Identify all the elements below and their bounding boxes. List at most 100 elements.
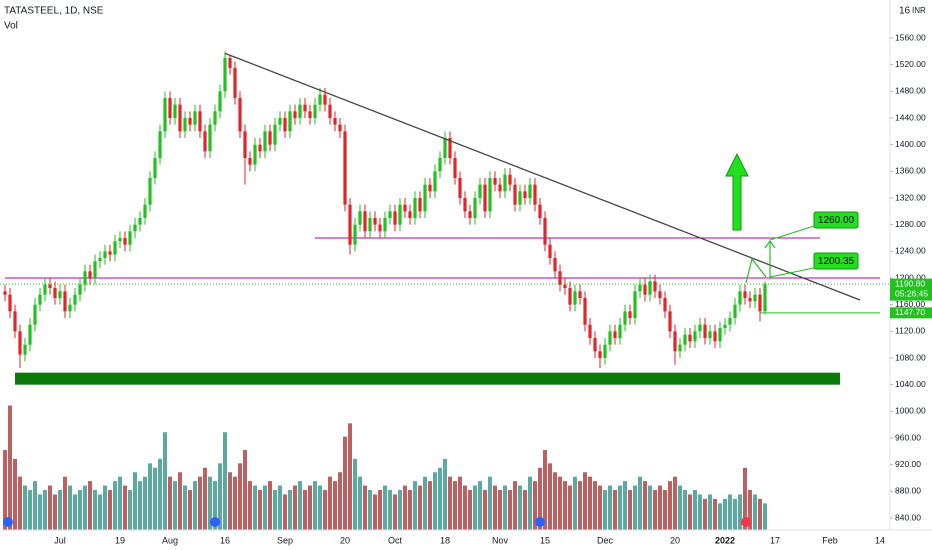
volume-bar (63, 476, 67, 530)
event-icon (535, 517, 545, 527)
volume-bar (188, 490, 192, 530)
volume-bar (333, 481, 337, 530)
candle-body (48, 284, 52, 288)
candle-body (38, 294, 42, 305)
volume-bar (388, 490, 392, 530)
candle-body (498, 184, 502, 192)
candle-body (248, 158, 252, 165)
candle-body (743, 291, 747, 298)
volume-bar (203, 467, 207, 530)
candle-body (603, 344, 607, 358)
volume-bar (368, 490, 372, 530)
candle-body (563, 284, 567, 288)
y-tick-label: 1400.00 (895, 139, 926, 149)
candle-body (178, 104, 182, 132)
candle-body (403, 204, 407, 212)
volume-bar (563, 481, 567, 530)
candle-body (33, 304, 37, 325)
candle-body (168, 98, 172, 118)
volume-bar (708, 494, 712, 530)
volume-bar (358, 476, 362, 530)
note-box (813, 252, 859, 270)
candle-body (88, 271, 92, 278)
chart-title: TATASTEEL, 1D, NSE (4, 6, 104, 17)
candle-body (588, 324, 592, 338)
candle-body (288, 111, 292, 132)
candle-body (233, 68, 237, 98)
candle-body (238, 98, 242, 132)
candle-body (263, 131, 267, 152)
x-tick-label: 14 (875, 535, 885, 545)
candle-body (173, 104, 177, 118)
volume-bar (508, 490, 512, 530)
x-tick-label: Jul (54, 535, 66, 545)
price-tag-label: 1147.70 (895, 307, 925, 317)
y-tick-label: 1160.00 (895, 299, 925, 309)
volume-bar (313, 481, 317, 530)
volume-bar (128, 490, 132, 530)
y-tick-label: 1320.00 (895, 192, 926, 202)
candle-body (628, 311, 632, 318)
candle-body (763, 284, 767, 312)
volume-bar (303, 490, 307, 530)
candle-body (478, 184, 482, 198)
volume-bar (168, 476, 172, 530)
price-axis: 840.00 880.00 920.00 960.00 1000.00 1040.00 10… (890, 32, 932, 522)
volume-bar (273, 490, 277, 530)
volume-bar (328, 476, 332, 530)
volume-bar (143, 476, 147, 530)
volume-bar (398, 490, 402, 530)
volume-bar (218, 463, 222, 530)
event-icon (210, 517, 220, 527)
event-icon (741, 517, 751, 527)
volume-bar (428, 481, 432, 530)
note-box (813, 211, 859, 229)
volume-bar (663, 490, 667, 530)
candle-body (698, 324, 702, 332)
candle-body (378, 224, 382, 232)
volume-bar (383, 485, 387, 530)
candle-body (113, 241, 117, 255)
candle-body (513, 184, 517, 205)
candle-body (518, 191, 522, 205)
volume-bar (478, 481, 482, 530)
volume-bar (628, 490, 632, 530)
volume-bar (298, 481, 302, 530)
candle-body (153, 158, 157, 178)
volume-bar (263, 485, 267, 530)
candle-body (393, 211, 397, 225)
candle-body (138, 218, 142, 225)
volume-bar (608, 485, 612, 530)
trendline (224, 52, 861, 301)
volume-bar (493, 485, 497, 530)
candle-body (748, 298, 752, 302)
y-tick-label: 880.00 (895, 486, 921, 496)
candle-body (728, 318, 732, 325)
candle-body (123, 238, 127, 245)
candle-body (678, 344, 682, 352)
volume-bar (233, 476, 237, 530)
volume-bar (378, 490, 382, 530)
candle-body (413, 198, 417, 218)
volume-bar (268, 481, 272, 530)
volume-bar (113, 481, 117, 530)
candle-body (533, 184, 537, 205)
volume-bar (243, 450, 247, 530)
volume-bar (633, 485, 637, 530)
volume-bar (68, 485, 72, 530)
candle-body (353, 224, 357, 245)
volume-bar (288, 490, 292, 530)
volume-bar (753, 494, 757, 530)
volume-bar (408, 490, 412, 530)
x-tick-label: Dec (597, 535, 614, 545)
candle-body (128, 231, 132, 245)
volume-bar (348, 423, 352, 530)
candle-body (618, 324, 622, 338)
volume-bar (528, 476, 532, 530)
note-text: 1260.00 (818, 215, 855, 226)
candle-body (223, 58, 227, 92)
y-tick-label: 920.00 (895, 459, 921, 469)
candle-body (323, 94, 327, 105)
volume-bar (588, 476, 592, 530)
volume-bar (58, 490, 62, 530)
